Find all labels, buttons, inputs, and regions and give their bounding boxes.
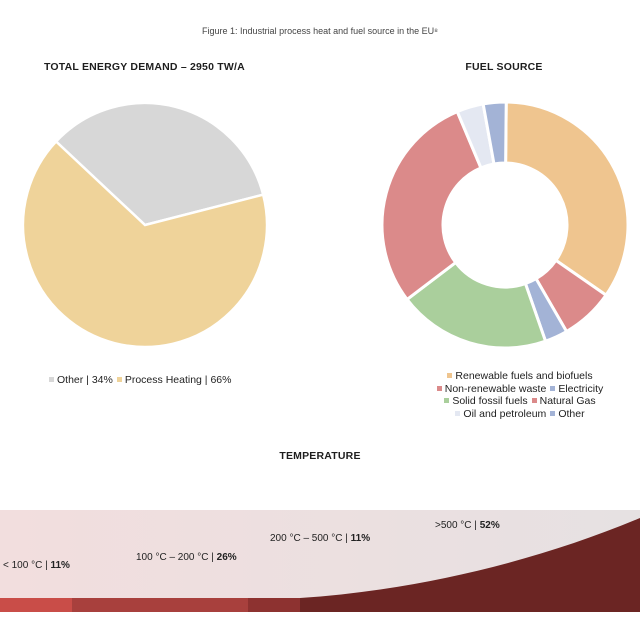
temperature-band-1 [0,598,72,612]
temperature-title: TEMPERATURE [279,450,361,462]
legend-item: Solid fossil fuels [444,395,528,407]
legend-item: Renewable fuels and biofuels [447,370,593,382]
legend-swatch [447,373,453,379]
legend-swatch [531,398,537,404]
legend-item: Electricity [550,383,603,395]
legend-swatch [116,377,122,383]
temperature-area-chart [0,510,640,612]
legend-swatch [49,377,54,383]
temperature-band-2 [72,598,248,612]
legend-label: Other [558,407,585,420]
legend-label: Natural Gas [539,395,596,407]
legend-label: Non-renewable waste [444,382,547,395]
legend-swatch [550,385,556,391]
donut-slice-renewable-fuels-and-biofuels [504,100,630,298]
figure-caption: Figure 1: Industrial process heat and fu… [202,26,438,36]
legend-swatch [436,385,442,391]
legend-item: Other [550,407,585,420]
temp-label-200-500: 200 °C – 500 °C | 11% [270,533,371,544]
legend-label: Process Heating | 66% [124,374,232,386]
legend-row: Oil and petroleum Other [400,408,640,421]
temp-label-over-500: >500 °C | 52% [435,520,500,531]
fuel-source-title: FUEL SOURCE [465,61,543,73]
energy-demand-title: TOTAL ENERGY DEMAND – 2950 TW/A [44,61,245,73]
legend-label: Solid fossil fuels [452,395,528,407]
temp-label-under-100: < 100 °C | 11% [3,560,70,571]
legend-label: Renewable fuels and biofuels [455,370,593,382]
temperature-curve-over-500 [300,518,640,612]
legend-row: Renewable fuels and biofuels [400,370,640,383]
legend-label: Oil and petroleum [463,407,547,420]
legend-item: Oil and petroleum [455,408,546,420]
legend-row: Solid fossil fuels Natural Gas [400,395,640,408]
fuel-source-legend: Renewable fuels and biofuels Non-renewabl… [400,370,640,420]
temperature-band-3 [248,598,302,612]
donut-slice-solid-fossil-fuels [404,260,548,350]
fuel-source-donut-chart [380,100,630,350]
pie-slice-process-heating [21,139,269,349]
donut-slice-natural-gas [380,109,483,302]
legend-item: Other | 34% [49,374,113,386]
legend-item: Non-renewable waste [436,382,547,395]
legend-label: Electricity [558,382,604,395]
legend-item: Natural Gas [531,395,596,407]
temp-label-100-200: 100 °C – 200 °C | 26% [136,552,237,563]
legend-label: Other | 34% [57,374,113,386]
legend-swatch [550,410,556,416]
legend-swatch [455,410,461,416]
legend-swatch [444,398,450,404]
energy-demand-pie-chart [21,101,269,349]
donut-slice-other [481,100,508,166]
pie-slice-other [54,101,265,227]
legend-item: Process Heating | 66% [116,374,232,386]
legend-row: Non-renewable waste Electricity [400,383,640,396]
energy-demand-legend: Other | 34% Process Heating | 66% [49,374,235,386]
